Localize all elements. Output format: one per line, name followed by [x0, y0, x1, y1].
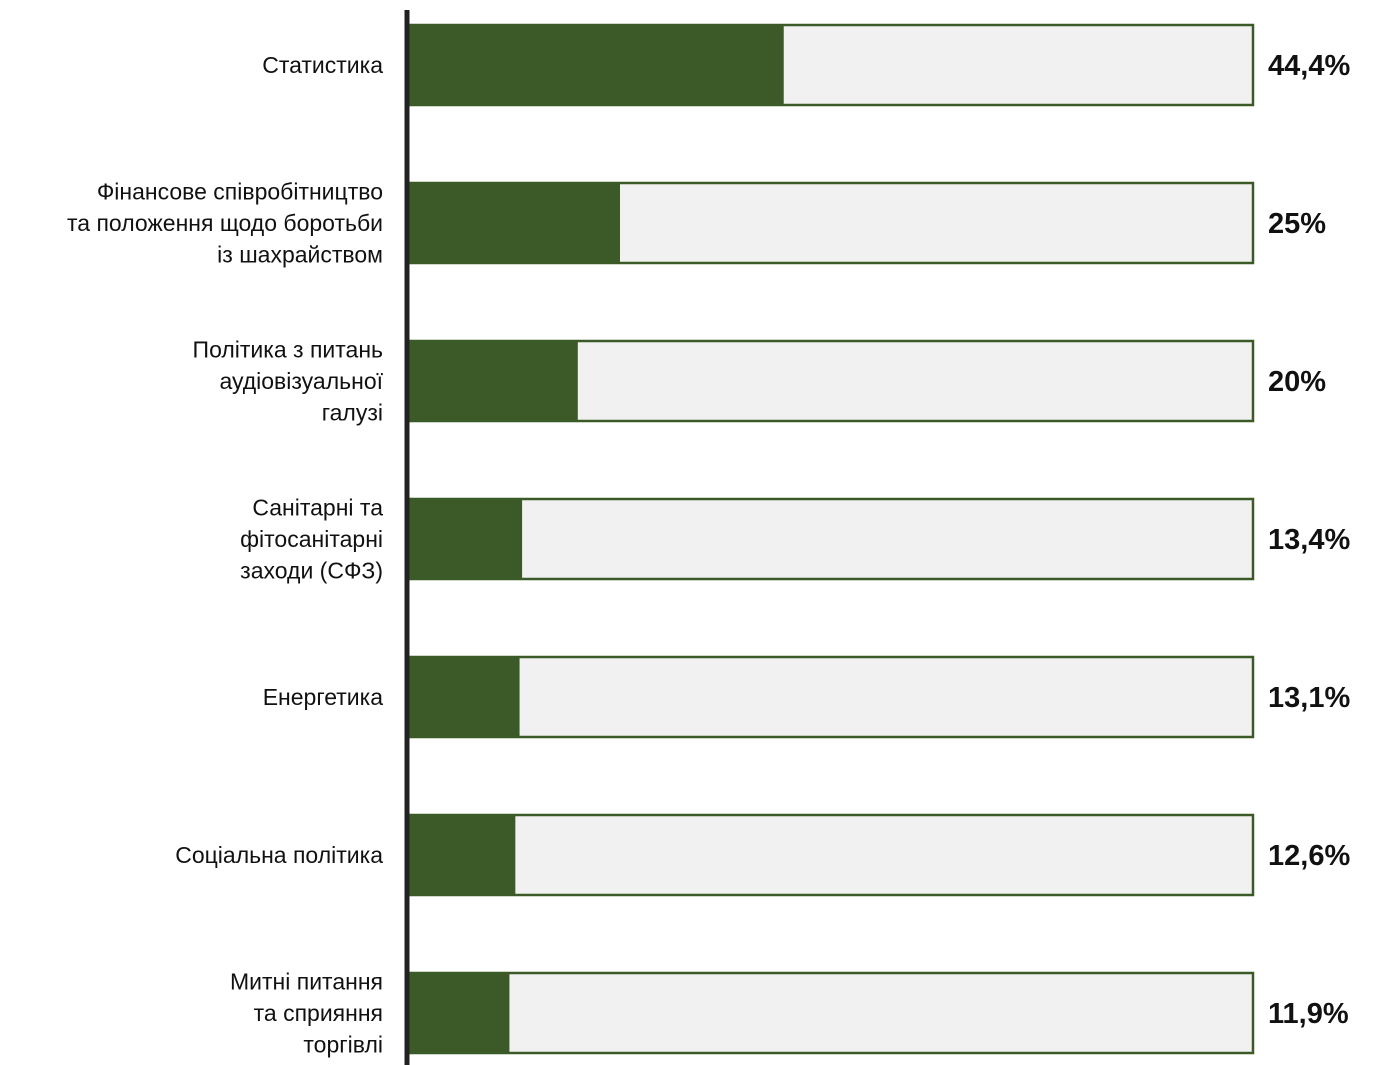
bar-fill — [409, 183, 620, 263]
value-label: 13,4% — [1268, 524, 1350, 556]
category-label-line: Енергетика — [263, 684, 383, 710]
category-label-line: Політика з питань — [193, 337, 383, 363]
category-label-line: фітосанітарні — [240, 526, 383, 552]
category-label-line: галузі — [322, 400, 383, 426]
category-label-line: Митні питання — [230, 969, 383, 995]
category-label-line: Фінансове співробітництво — [97, 179, 383, 205]
bars-group: Статистика 44,4% Фінансове співробітництво… — [67, 23, 1350, 1058]
category-label: Соціальна політика — [175, 842, 383, 868]
category-label-line: Санітарні та — [252, 495, 383, 521]
category-label: Статистика — [262, 52, 383, 78]
category-label: Митні питання та сприяння торгівлі — [230, 969, 383, 1058]
category-label-line: та сприяння — [254, 1000, 383, 1026]
category-label-line: заходи (СФЗ) — [240, 558, 383, 584]
bar-fill — [409, 499, 523, 579]
bar-fill — [409, 341, 578, 421]
value-label: 11,9% — [1268, 998, 1349, 1030]
value-label: 20% — [1268, 366, 1326, 398]
category-label: Санітарні та фітосанітарні заходи (СФЗ) — [240, 495, 383, 584]
category-label-line: Статистика — [262, 52, 383, 78]
value-label: 25% — [1268, 208, 1326, 240]
category-label: Фінансове співробітництво та положення що… — [67, 179, 383, 268]
bar-track — [407, 655, 1255, 739]
category-label: Енергетика — [263, 684, 383, 710]
bar-fill — [409, 25, 784, 105]
bar-track — [407, 971, 1255, 1055]
bar-track — [407, 497, 1255, 581]
category-label-line: та положення щодо боротьби — [67, 210, 383, 236]
category-label-line: Соціальна політика — [175, 842, 383, 868]
value-label: 12,6% — [1268, 840, 1350, 872]
value-label: 13,1% — [1268, 682, 1350, 714]
category-label-line: аудіовізуальної — [219, 368, 383, 394]
category-label: Політика з питань аудіовізуальної галузі — [193, 337, 384, 426]
bar-fill — [409, 657, 520, 737]
bar-track — [407, 813, 1255, 897]
value-label: 44,4% — [1268, 50, 1350, 82]
category-label-line: торгівлі — [303, 1032, 383, 1058]
bar-fill — [409, 973, 510, 1053]
category-label-line: із шахрайством — [217, 242, 383, 268]
bar-fill — [409, 815, 516, 895]
